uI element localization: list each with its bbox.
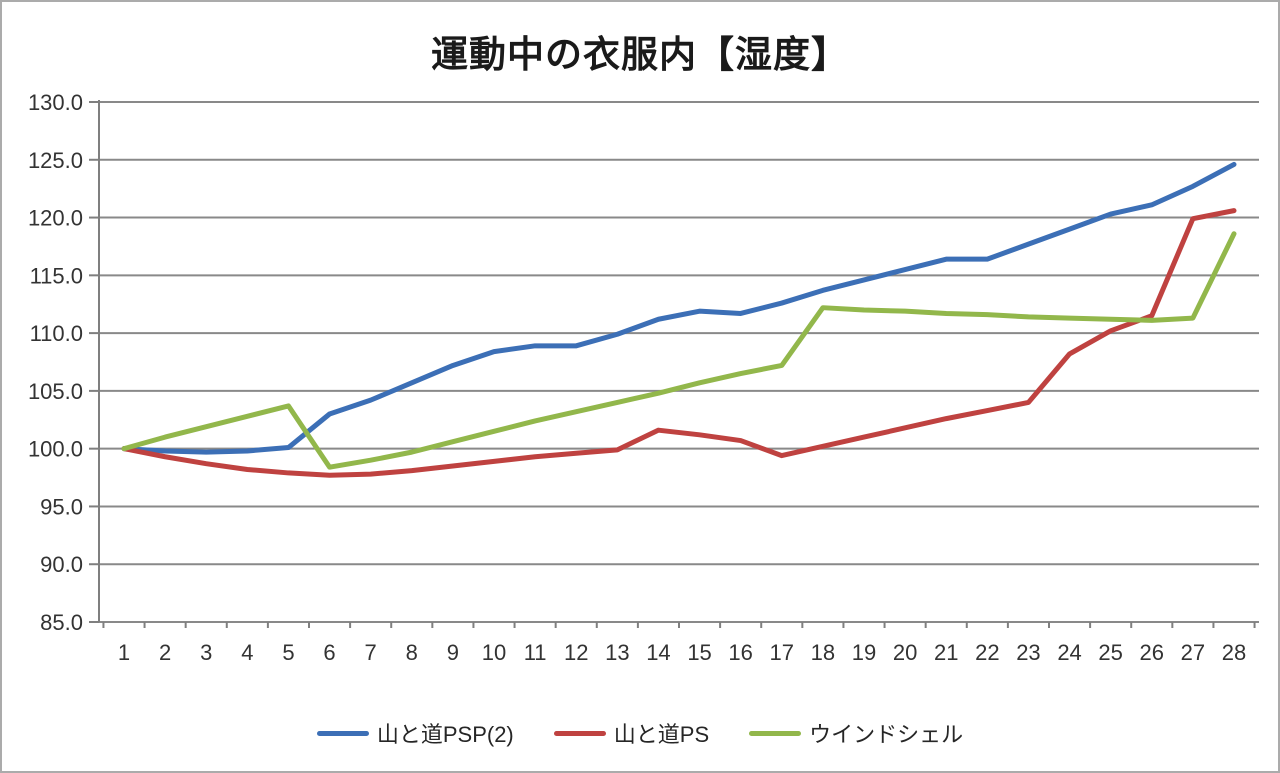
x-axis-label: 8 <box>406 640 418 665</box>
x-axis-label: 3 <box>200 640 212 665</box>
legend-label: ウインドシェル <box>809 722 964 747</box>
x-axis-label: 6 <box>323 640 335 665</box>
y-axis-label: 125.0 <box>28 148 83 173</box>
x-axis-label: 10 <box>482 640 506 665</box>
y-axis-label: 115.0 <box>30 263 83 288</box>
y-axis-label: 100.0 <box>28 437 83 462</box>
series-line-0 <box>121 161 1237 455</box>
legend-line-swatch <box>553 730 606 736</box>
series-line-2 <box>121 231 1237 470</box>
x-axis-label: 13 <box>605 640 629 665</box>
y-axis-label: 130.0 <box>28 90 83 115</box>
x-axis-label: 16 <box>728 640 752 665</box>
x-axis-label: 2 <box>159 640 171 665</box>
series-line-1 <box>121 208 1237 478</box>
x-axis-label: 20 <box>893 640 917 665</box>
x-axis-label: 27 <box>1181 640 1205 665</box>
x-axis-label: 28 <box>1222 640 1246 665</box>
x-axis-label: 14 <box>646 640 670 665</box>
legend-item-0: 山と道PSP(2) <box>316 717 514 749</box>
legend-item-2: ウインドシェル <box>749 717 963 749</box>
x-axis-label: 15 <box>687 640 711 665</box>
x-axis-label: 5 <box>282 640 294 665</box>
x-axis-label: 1 <box>118 640 130 665</box>
x-axis-label: 9 <box>447 640 459 665</box>
y-axis-label: 120.0 <box>28 206 83 231</box>
x-axis-label: 18 <box>811 640 835 665</box>
x-axis-label: 21 <box>934 640 958 665</box>
x-axis-label: 4 <box>241 640 253 665</box>
legend-line-swatch <box>316 730 369 736</box>
x-axis-label: 17 <box>770 640 794 665</box>
x-axis-label: 24 <box>1057 640 1081 665</box>
x-axis-label: 19 <box>852 640 876 665</box>
y-axis-label: 95.0 <box>40 494 83 519</box>
chart-title: 運動中の衣服内【湿度】 <box>431 34 849 75</box>
y-axis-label: 90.0 <box>40 552 83 577</box>
legend-item-1: 山と道PS <box>553 717 710 749</box>
legend-line-swatch <box>749 730 802 736</box>
x-axis-label: 22 <box>975 640 999 665</box>
y-axis-label: 110.0 <box>30 321 83 346</box>
legend-label: 山と道PSP(2) <box>376 722 514 747</box>
x-axis-label: 23 <box>1016 640 1040 665</box>
x-axis-label: 12 <box>564 640 588 665</box>
x-axis-label: 25 <box>1098 640 1122 665</box>
y-axis-label: 105.0 <box>28 379 83 404</box>
legend: 山と道PSP(2) 山と道PS ウインドシェル <box>2 717 1278 749</box>
x-axis-label: 7 <box>365 640 377 665</box>
x-axis-label: 11 <box>524 640 547 665</box>
y-axis-label: 85.0 <box>40 610 83 635</box>
x-axis-label: 26 <box>1140 640 1164 665</box>
legend-label: 山と道PS <box>613 722 710 747</box>
